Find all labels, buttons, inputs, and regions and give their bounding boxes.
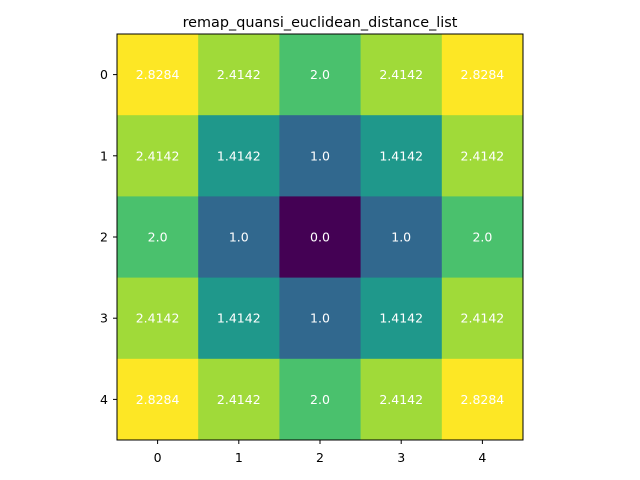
cell-value-label-r0-c0: 2.8284 <box>136 67 180 82</box>
heatmap-cell-labels: 2.8284 2.4142 2.0 2.4142 2.8284 2.4142 1.4142 1… <box>136 67 505 407</box>
heatmap-cell-r3-c0 <box>117 277 199 360</box>
heatmap-cell-r4-c3 <box>360 358 443 441</box>
heatmap-cell-r0-c3 <box>360 34 443 116</box>
heatmap-cells <box>117 34 524 441</box>
y-tick-label-1: 1 <box>100 148 108 163</box>
x-tick-label-0: 0 <box>154 450 162 465</box>
heatmap-cell-r4-c0 <box>117 358 199 441</box>
heatmap-cell-r2-c2 <box>279 196 362 279</box>
heatmap-cell-r3-c4 <box>441 277 524 360</box>
heatmap-cell-r4-c2 <box>279 358 362 441</box>
heatmap-cell-r0-c0 <box>117 34 199 116</box>
cell-value-label-r3-c0: 2.4142 <box>136 311 180 326</box>
cell-value-label-r3-c4: 2.4142 <box>461 311 505 326</box>
cell-value-label-r2-c0: 2.0 <box>148 230 168 245</box>
heatmap-cell-r1-c1 <box>198 115 280 197</box>
heatmap-cell-r3-c1 <box>198 277 280 360</box>
cell-value-label-r2-c4: 2.0 <box>472 230 492 245</box>
heatmap-cell-r4-c4 <box>441 358 524 441</box>
cell-value-label-r4-c3: 2.4142 <box>379 392 423 407</box>
heatmap-cell-r0-c4 <box>441 34 524 116</box>
heatmap-cell-r4-c1 <box>198 358 280 441</box>
heatmap-cell-r0-c1 <box>198 34 280 116</box>
heatmap-cell-r1-c4 <box>441 115 524 197</box>
cell-value-label-r1-c4: 2.4142 <box>461 148 505 163</box>
heatmap-cell-r1-c3 <box>360 115 443 197</box>
y-tick-label-2: 2 <box>100 230 108 245</box>
cell-value-label-r3-c3: 1.4142 <box>379 311 423 326</box>
chart-title: remap_quansi_euclidean_distance_list <box>183 15 458 31</box>
cell-value-label-r1-c1: 1.4142 <box>217 148 261 163</box>
heatmap-cell-r1-c2 <box>279 115 362 197</box>
cell-value-label-r4-c1: 2.4142 <box>217 392 261 407</box>
cell-value-label-r2-c2: 0.0 <box>310 230 330 245</box>
x-tick-label-1: 1 <box>235 450 243 465</box>
cell-value-label-r1-c3: 1.4142 <box>379 148 423 163</box>
heatmap-cell-r2-c1 <box>198 196 280 279</box>
heatmap-cell-r2-c3 <box>360 196 443 279</box>
heatmap-cell-r2-c0 <box>117 196 199 279</box>
cell-value-label-r4-c0: 2.8284 <box>136 392 180 407</box>
cell-value-label-r1-c2: 1.0 <box>310 148 330 163</box>
heatmap-cell-r1-c0 <box>117 115 199 197</box>
y-axis: 0 1 2 3 4 <box>100 67 117 407</box>
heatmap-cell-r3-c2 <box>279 277 362 360</box>
y-tick-label-4: 4 <box>100 392 108 407</box>
heatmap-cell-r0-c2 <box>279 34 362 116</box>
x-tick-label-4: 4 <box>478 450 486 465</box>
cell-value-label-r3-c2: 1.0 <box>310 311 330 326</box>
cell-value-label-r1-c0: 2.4142 <box>136 148 180 163</box>
cell-value-label-r0-c2: 2.0 <box>310 67 330 82</box>
x-axis: 0 1 2 3 4 <box>154 440 486 465</box>
cell-value-label-r3-c1: 1.4142 <box>217 311 261 326</box>
cell-value-label-r4-c4: 2.8284 <box>461 392 505 407</box>
x-tick-label-2: 2 <box>316 450 324 465</box>
cell-value-label-r0-c3: 2.4142 <box>379 67 423 82</box>
heatmap-cell-r2-c4 <box>441 196 524 279</box>
cell-value-label-r0-c1: 2.4142 <box>217 67 261 82</box>
y-tick-label-0: 0 <box>100 67 108 82</box>
cell-value-label-r4-c2: 2.0 <box>310 392 330 407</box>
x-tick-label-3: 3 <box>397 450 405 465</box>
y-tick-label-3: 3 <box>100 311 108 326</box>
heatmap-cell-r3-c3 <box>360 277 443 360</box>
cell-value-label-r2-c1: 1.0 <box>229 230 249 245</box>
cell-value-label-r2-c3: 1.0 <box>391 230 411 245</box>
cell-value-label-r0-c4: 2.8284 <box>461 67 505 82</box>
